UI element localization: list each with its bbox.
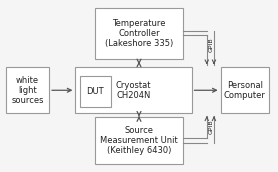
Text: Source: Source: [125, 126, 153, 135]
Text: Cryostat: Cryostat: [116, 81, 151, 90]
Text: (Keithley 6430): (Keithley 6430): [107, 146, 171, 155]
Text: white: white: [16, 76, 39, 85]
Text: Temperature: Temperature: [112, 19, 166, 28]
Bar: [6, 67, 49, 113]
Text: GPIB: GPIB: [209, 120, 214, 134]
Bar: [95, 8, 183, 59]
Bar: [95, 117, 183, 164]
Text: Personal: Personal: [227, 81, 263, 90]
Text: Computer: Computer: [224, 91, 266, 100]
Text: Controller: Controller: [118, 29, 160, 38]
Text: DUT: DUT: [87, 87, 104, 96]
Bar: [80, 76, 111, 107]
Bar: [75, 67, 192, 113]
Text: CH204N: CH204N: [116, 91, 151, 100]
Text: sources: sources: [11, 96, 44, 105]
Text: GPIB: GPIB: [209, 38, 214, 52]
Text: (Lakeshore 335): (Lakeshore 335): [105, 39, 173, 47]
Text: light: light: [18, 86, 37, 95]
Bar: [221, 67, 269, 113]
Text: Measurement Unit: Measurement Unit: [100, 136, 178, 145]
